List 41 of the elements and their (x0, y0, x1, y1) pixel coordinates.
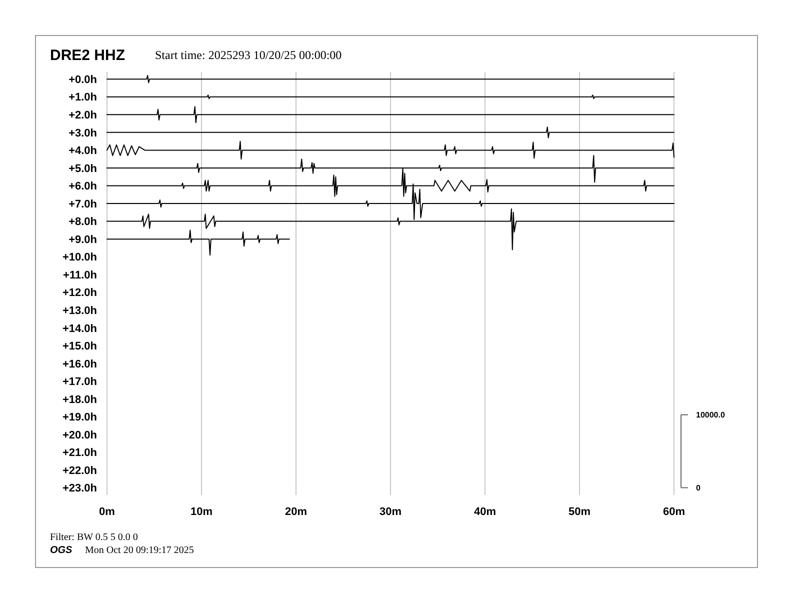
line-series (106, 230, 290, 256)
y2-tick-label: 0 (696, 484, 701, 493)
y-tick-label: +3.0h (68, 127, 98, 140)
y-tick-label: +19.0h (62, 412, 98, 424)
chart-subtitle: Start time: 2025293 10/20/25 00:00:00 (155, 48, 342, 62)
y-tick-label: +20.0h (62, 429, 98, 442)
y-tick-label: +12.0h (62, 287, 98, 300)
x-tick-label: 20m (284, 506, 308, 518)
line-series (106, 140, 674, 160)
x-tick-label: 10m (190, 506, 213, 518)
y-tick-label: +0.0h (68, 74, 98, 86)
y-tick-label: +4.0h (68, 145, 98, 158)
y-tick-label: +1.0h (68, 92, 98, 104)
y-tick-label: +6.0h (68, 180, 98, 193)
y-tick-label: +13.0h (62, 305, 98, 318)
y-tick-label: +5.0h (68, 162, 98, 175)
chart-title: DRE2 HHZ (50, 47, 126, 64)
x-tick-label: 0m (99, 506, 116, 518)
y-tick-label: +16.0h (62, 358, 98, 370)
line-series (106, 106, 674, 124)
x-tick-label: 30m (379, 506, 402, 518)
y-tick-label: +21.0h (62, 447, 98, 460)
x-tick-label: 60m (662, 506, 686, 518)
y-tick-label: +11.0h (63, 269, 98, 282)
y-tick-label: +2.0h (68, 110, 98, 122)
y-tick-label: +17.0h (62, 376, 98, 388)
x-tick-label: 50m (568, 506, 591, 518)
y-tick-label: +14.0h (62, 322, 98, 335)
y-tick-label: +10.0h (62, 252, 98, 264)
y-tick-label: +23.0h (62, 482, 98, 495)
y-tick-label: +8.0h (68, 216, 98, 228)
text: Mon Oct 20 09:19:17 2025 (85, 545, 194, 556)
text: OGS (50, 545, 73, 556)
y-tick-label: +22.0h (62, 464, 98, 477)
text: Filter: BW 0.5 5 0.0 0 (50, 532, 138, 543)
y-tick-label: +7.0h (68, 198, 98, 210)
y-tick-label: +15.0h (62, 340, 98, 353)
y-tick-label: +18.0h (62, 394, 98, 406)
y2-tick-label: 10000.0 (696, 410, 726, 420)
y-tick-label: +9.0h (68, 234, 98, 246)
x-tick-label: 40m (474, 506, 496, 518)
